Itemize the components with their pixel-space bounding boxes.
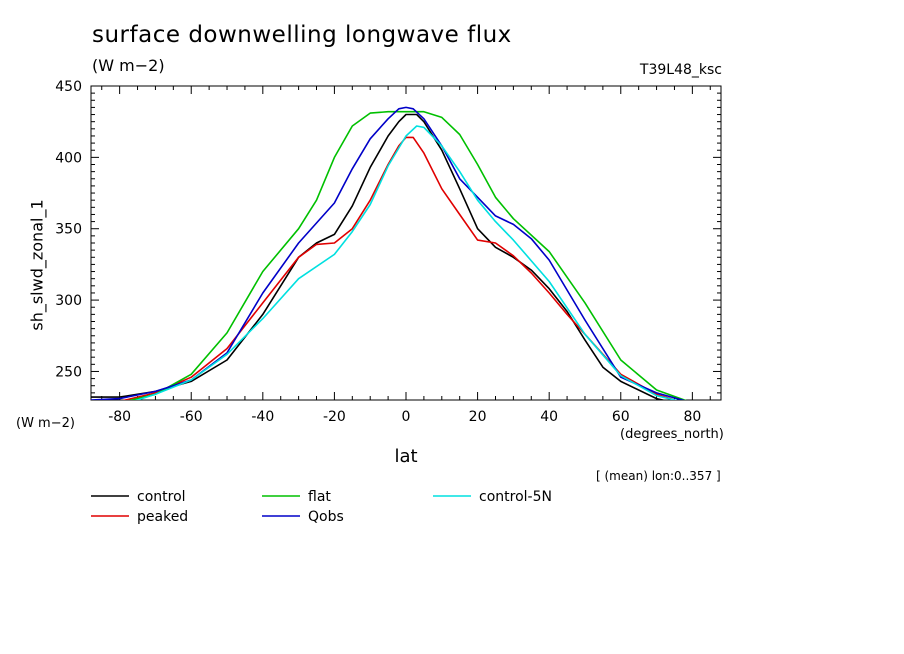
y-tick-label: 450 — [55, 79, 82, 95]
x-tick-label: 80 — [683, 409, 701, 425]
x-tick-label: -20 — [323, 409, 346, 425]
series-line-qobs — [91, 106, 685, 400]
series-line-control — [91, 113, 666, 400]
run-label: T39L48_ksc — [639, 62, 722, 78]
legend-label-flat: flat — [308, 489, 331, 505]
x-tick-label: -60 — [180, 409, 203, 425]
title-units: (W m−2) — [92, 56, 165, 75]
series-line-flat — [128, 110, 687, 400]
legend-label-control: control — [137, 489, 186, 505]
y-axis-units: (W m−2) — [16, 416, 75, 431]
y-tick-label: 400 — [55, 150, 82, 166]
x-tick-label: 20 — [469, 409, 487, 425]
y-tick-label: 350 — [55, 222, 82, 238]
legend-label-control-5n: control-5N — [479, 489, 552, 505]
x-tick-label: 60 — [612, 409, 630, 425]
y-tick-label: 250 — [55, 364, 82, 380]
legend-label-peaked: peaked — [137, 509, 188, 525]
subset-note: [ (mean) lon:0..357 ] — [596, 469, 721, 483]
series-line-peaked — [122, 136, 678, 400]
x-axis-units: (degrees_north) — [620, 427, 724, 442]
y-tick-label: 300 — [55, 293, 82, 309]
x-tick-label: 40 — [540, 409, 558, 425]
x-tick-label: 0 — [402, 409, 411, 425]
x-axis-label: lat — [394, 446, 418, 467]
plot-frame — [90, 85, 722, 401]
x-tick-label: -80 — [108, 409, 131, 425]
series-line-control-5n — [134, 125, 678, 400]
x-tick-label: -40 — [251, 409, 274, 425]
chart-title: surface downwelling longwave flux — [92, 22, 512, 48]
legend-label-qobs: Qobs — [308, 509, 344, 525]
